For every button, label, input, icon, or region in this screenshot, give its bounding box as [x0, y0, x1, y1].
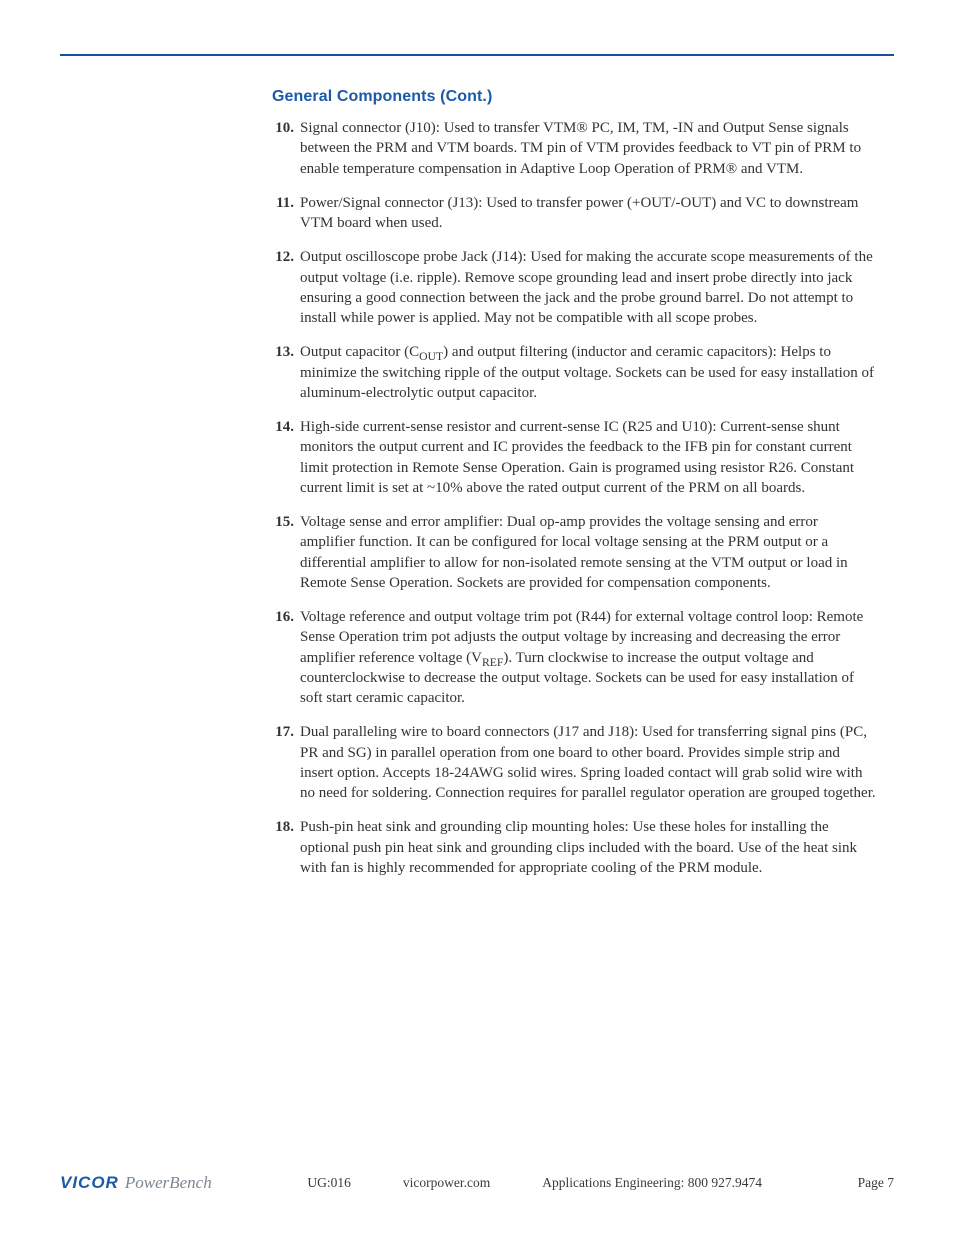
list-item: 13.Output capacitor (COUT) and output fi…: [272, 342, 876, 403]
list-item: 14.High-side current-sense resistor and …: [272, 417, 876, 498]
list-item-number: 17.: [264, 722, 294, 742]
list-item-text: Signal connector (J10): Used to transfer…: [300, 120, 861, 177]
list-item-number: 12.: [264, 247, 294, 267]
footer: VICOR PowerBench UG:016 vicorpower.com A…: [60, 1171, 894, 1195]
footer-contact: Applications Engineering: 800 927.9474: [542, 1175, 762, 1191]
header-rule: [60, 54, 894, 56]
list-item-text: Dual paralleling wire to board connector…: [300, 724, 876, 801]
list-item-number: 14.: [264, 417, 294, 437]
list-item: 18.Push-pin heat sink and grounding clip…: [272, 817, 876, 878]
list-item-number: 11.: [264, 193, 294, 213]
list-item: 10.Signal connector (J10): Used to trans…: [272, 118, 876, 179]
list-item-text: Push-pin heat sink and grounding clip mo…: [300, 819, 857, 876]
list-item-text: Power/Signal connector (J13): Used to tr…: [300, 195, 858, 231]
logo-powerbench: PowerBench: [125, 1173, 212, 1193]
footer-middle: UG:016 vicorpower.com Applications Engin…: [212, 1175, 858, 1191]
list-item-number: 16.: [264, 607, 294, 627]
list-item-text: High-side current-sense resistor and cur…: [300, 419, 854, 496]
list-item-text: Voltage reference and output voltage tri…: [300, 609, 863, 706]
numbered-list: 10.Signal connector (J10): Used to trans…: [272, 118, 876, 878]
list-item: 16.Voltage reference and output voltage …: [272, 607, 876, 708]
footer-logo: VICOR PowerBench: [60, 1173, 212, 1193]
list-item-text: Output capacitor (COUT) and output filte…: [300, 344, 874, 401]
section-title: General Components (Cont.): [272, 88, 876, 106]
list-item-number: 18.: [264, 817, 294, 837]
list-item-number: 10.: [264, 118, 294, 138]
logo-vicor: VICOR: [60, 1173, 119, 1193]
list-item-number: 13.: [264, 342, 294, 362]
footer-doc-id: UG:016: [307, 1175, 351, 1191]
list-item-text: Output oscilloscope probe Jack (J14): Us…: [300, 249, 873, 326]
footer-url: vicorpower.com: [403, 1175, 490, 1191]
footer-page: Page 7: [858, 1175, 894, 1191]
list-item-number: 15.: [264, 512, 294, 532]
body-content: General Components (Cont.) 10.Signal con…: [272, 88, 876, 892]
list-item: 11.Power/Signal connector (J13): Used to…: [272, 193, 876, 234]
list-item: 15.Voltage sense and error amplifier: Du…: [272, 512, 876, 593]
list-item: 12.Output oscilloscope probe Jack (J14):…: [272, 247, 876, 328]
list-item-text: Voltage sense and error amplifier: Dual …: [300, 514, 848, 591]
list-item: 17.Dual paralleling wire to board connec…: [272, 722, 876, 803]
